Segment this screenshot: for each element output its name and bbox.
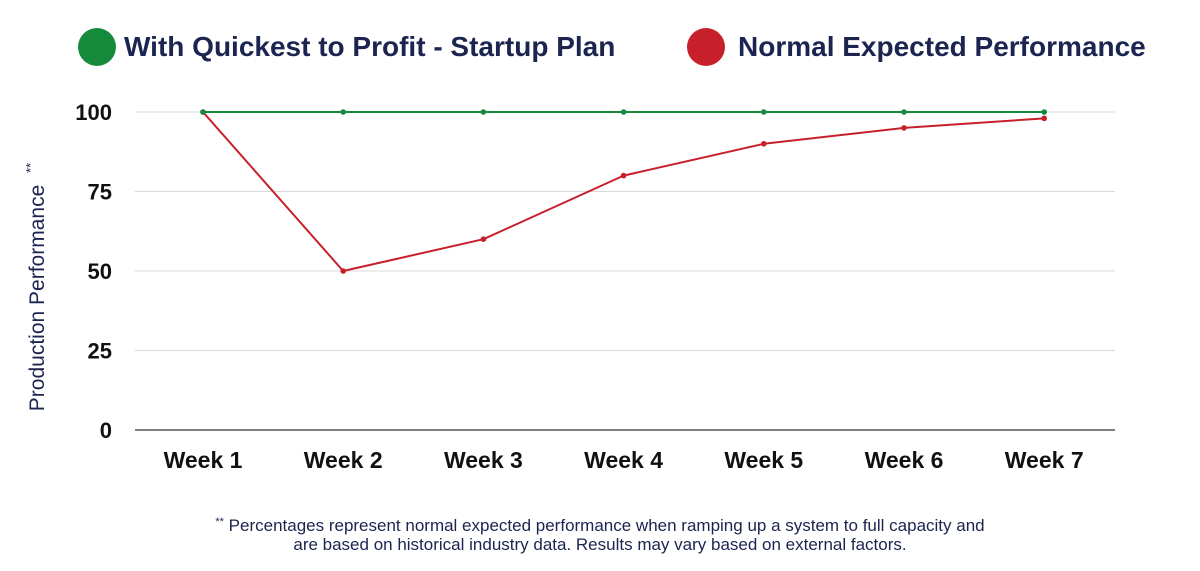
x-tick-label: Week 5 (724, 447, 803, 473)
footnote-marker: ** (215, 516, 224, 528)
y-axis-ticks: 0 25 50 75 100 (75, 100, 112, 443)
x-tick-label: Week 2 (304, 447, 383, 473)
legend-item: With Quickest to Profit - Startup Plan (78, 28, 615, 66)
series-1 (200, 109, 1047, 274)
data-point (480, 109, 487, 115)
data-point (620, 109, 627, 115)
data-point (200, 109, 206, 115)
legend-marker (687, 28, 725, 66)
y-tick-label: 25 (88, 339, 112, 364)
y-tick-label: 100 (75, 100, 112, 125)
footnote-line-2: are based on historical industry data. R… (293, 535, 907, 554)
chart-series (200, 109, 1047, 274)
data-point (340, 109, 347, 115)
x-tick-label: Week 7 (1005, 447, 1084, 473)
y-tick-label: 75 (88, 180, 112, 205)
x-tick-label: Week 1 (164, 447, 243, 473)
x-tick-label: Week 4 (584, 447, 663, 473)
y-tick-label: 50 (88, 259, 112, 284)
legend-marker (78, 28, 116, 66)
y-axis-label-text: Production Performance (26, 185, 49, 411)
data-point (901, 125, 907, 131)
data-point (761, 109, 767, 115)
data-point (480, 236, 487, 242)
data-point (1041, 115, 1047, 122)
chart-gridlines (135, 111, 1115, 431)
footnote: ** Percentages represent normal expected… (80, 513, 1120, 554)
data-point (620, 172, 627, 179)
y-axis-label-marker: ** (23, 163, 38, 173)
series-0 (200, 109, 1047, 115)
legend-item: Normal Expected Performance (687, 28, 1146, 66)
y-tick-label: 0 (100, 418, 112, 443)
x-tick-label: Week 3 (444, 447, 523, 473)
x-tick-label: Week 6 (865, 447, 944, 473)
data-point (901, 109, 907, 115)
chart-legend: With Quickest to Profit - Startup Plan No… (78, 28, 1146, 66)
legend-label: Normal Expected Performance (738, 31, 1146, 62)
x-axis-ticks: Week 1 Week 2 Week 3 Week 4 Week 5 Week 6 Week… (164, 447, 1084, 473)
y-axis-label: Production Performance ** (23, 163, 49, 411)
data-point (761, 141, 767, 147)
data-point (340, 268, 347, 274)
legend-label: With Quickest to Profit - Startup Plan (124, 31, 615, 62)
footnote-line-1: Percentages represent normal expected pe… (228, 516, 985, 535)
data-point (1041, 109, 1047, 115)
